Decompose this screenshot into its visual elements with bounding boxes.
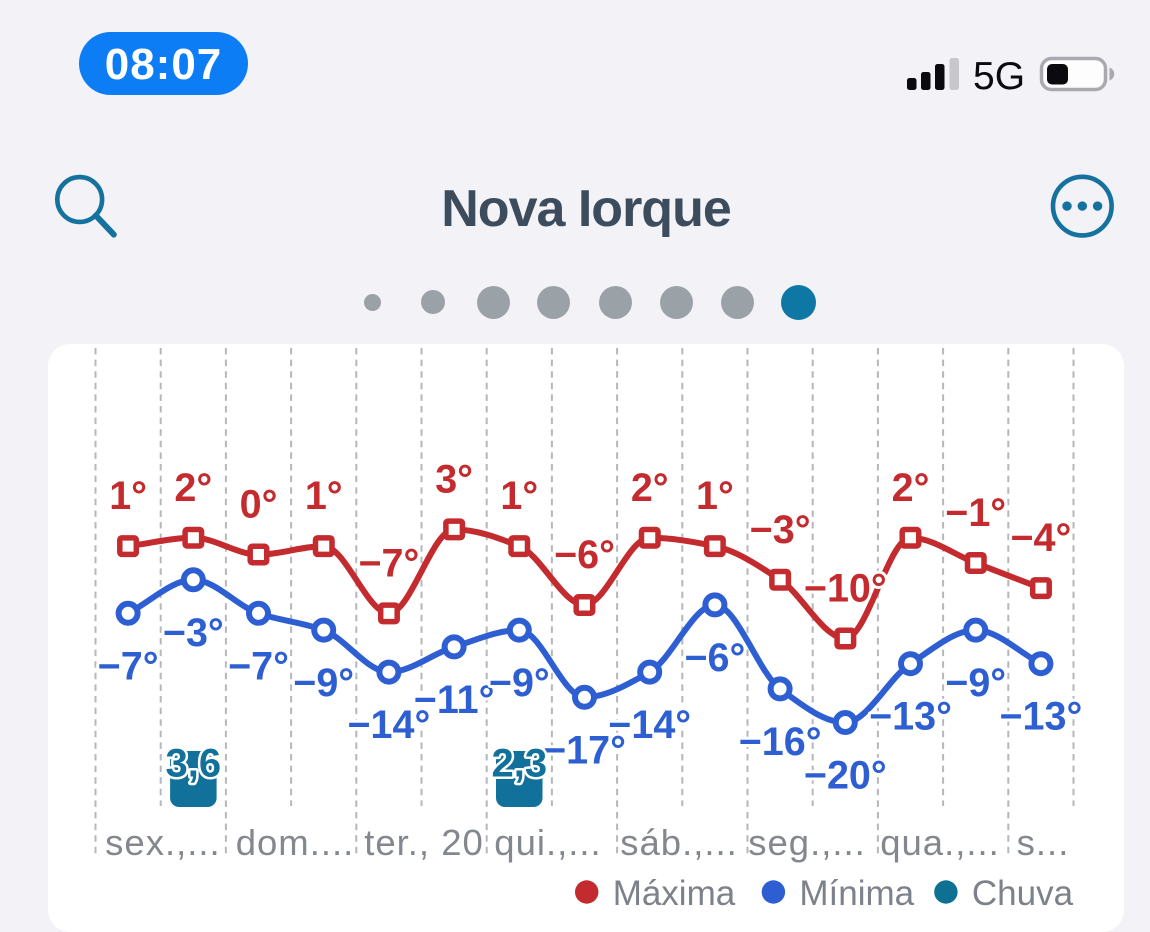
svg-text:Chuva: Chuva <box>972 874 1074 913</box>
svg-text:2°: 2° <box>892 466 930 510</box>
svg-text:−14°: −14° <box>347 703 430 747</box>
svg-text:−4°: −4° <box>1010 516 1071 560</box>
svg-text:dom....: dom.... <box>236 822 355 863</box>
svg-text:−14°: −14° <box>608 703 691 747</box>
svg-text:ter., 20: ter., 20 <box>364 822 484 863</box>
svg-text:2°: 2° <box>174 466 212 510</box>
svg-text:−3°: −3° <box>163 611 224 655</box>
svg-text:−9°: −9° <box>293 661 354 705</box>
svg-text:Mínima: Mínima <box>799 874 914 913</box>
svg-text:−3°: −3° <box>750 508 811 552</box>
svg-text:qua.,...: qua.,... <box>880 822 1000 863</box>
svg-text:1°: 1° <box>109 474 147 518</box>
svg-text:2°: 2° <box>631 466 669 510</box>
svg-text:3,6: 3,6 <box>165 741 221 785</box>
svg-text:−9°: −9° <box>945 661 1006 705</box>
svg-text:−13°: −13° <box>869 695 952 739</box>
svg-text:5G: 5G <box>973 55 1025 98</box>
svg-text:−7°: −7° <box>228 644 289 688</box>
svg-text:1°: 1° <box>500 474 538 518</box>
svg-text:2,3: 2,3 <box>491 741 547 785</box>
svg-text:−6°: −6° <box>554 533 615 577</box>
svg-text:sáb.,...: sáb.,... <box>620 822 738 863</box>
svg-text:−9°: −9° <box>489 661 550 705</box>
svg-text:3°: 3° <box>435 457 473 501</box>
svg-text:1°: 1° <box>696 474 734 518</box>
svg-text:−16°: −16° <box>739 720 822 764</box>
svg-text:0°: 0° <box>240 483 278 527</box>
svg-text:−20°: −20° <box>804 754 887 798</box>
svg-text:−1°: −1° <box>945 491 1006 535</box>
svg-text:−10°: −10° <box>804 567 887 611</box>
svg-text:−13°: −13° <box>999 695 1082 739</box>
svg-text:1°: 1° <box>305 474 343 518</box>
svg-text:−11°: −11° <box>414 678 495 722</box>
svg-text:sex.,...: sex.,... <box>105 822 221 863</box>
svg-text:s...: s... <box>1017 822 1070 863</box>
svg-text:Máxima: Máxima <box>613 874 736 913</box>
svg-text:−6°: −6° <box>684 636 745 680</box>
svg-text:−7°: −7° <box>358 541 419 585</box>
svg-text:seg.,...: seg.,... <box>748 822 866 863</box>
svg-text:−7°: −7° <box>98 644 159 688</box>
svg-text:−17°: −17° <box>543 728 626 772</box>
svg-text:qui.,...: qui.,... <box>494 822 601 863</box>
